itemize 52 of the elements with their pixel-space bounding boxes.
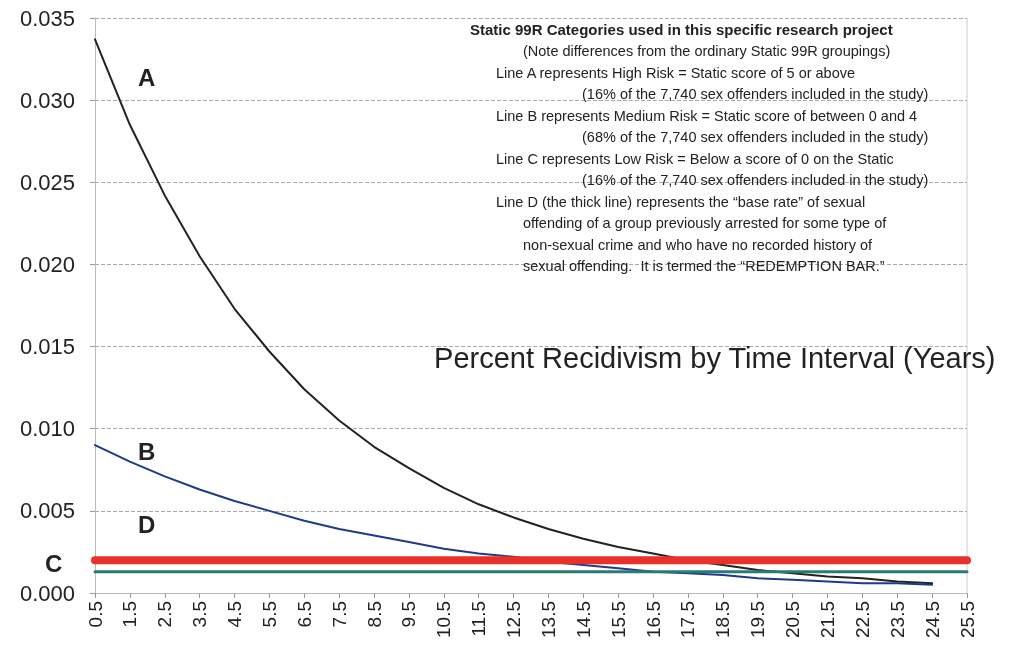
y-tick-label: 0.000 [19, 580, 75, 606]
x-tick-label: 14.5 [572, 601, 594, 638]
x-tick-label: 20.5 [782, 601, 804, 638]
x-tick-label: 22.5 [851, 601, 873, 638]
y-tick-label: 0.025 [19, 169, 75, 195]
x-tick-label: 6.5 [293, 601, 315, 628]
x-tick-label: 3.5 [189, 601, 211, 628]
x-tick-label: 19.5 [747, 601, 769, 638]
x-tick-label: 5.5 [258, 601, 280, 628]
y-tick-label: 0.020 [19, 251, 75, 277]
x-tick-label: 16.5 [642, 601, 664, 638]
y-tick-label: 0.030 [19, 87, 75, 113]
y-tick-label: 0.005 [19, 498, 75, 524]
x-tick-label: 0.5 [84, 601, 106, 628]
x-tick-label: 4.5 [224, 601, 246, 628]
annotation: non-sexual crime and who have no recorded history of [523, 236, 873, 253]
series-label: D [137, 510, 156, 538]
annotation: Line A represents High Risk = Static score of 5 or above [496, 64, 856, 81]
x-tick-label: 1.5 [119, 601, 141, 628]
annotation: Line D (the thick line) represents the “base rate” of sexual [496, 193, 866, 210]
annotation: (16% of the 7,740 sex offenders included in the study) [582, 172, 929, 188]
x-tick-label: 2.5 [154, 601, 176, 628]
y-tick-label: 0.015 [19, 334, 75, 360]
x-tick-label: 15.5 [607, 601, 629, 638]
x-tick-label: 9.5 [398, 601, 420, 628]
series-label: B [137, 438, 156, 466]
x-tick-label: 11.5 [468, 601, 490, 637]
series-label: A [137, 63, 156, 91]
annotation: (Note differences from the ordinary Static 99R groupings) [523, 43, 891, 59]
x-tick-label: 13.5 [537, 601, 559, 638]
x-tick-label: 25.5 [956, 601, 978, 638]
x-tick-label: 17.5 [677, 601, 699, 638]
x-tick-label: 7.5 [328, 601, 350, 628]
annotation: Line B represents Medium Risk = Static score of between 0 and 4 [496, 107, 918, 124]
series-label: C [45, 549, 63, 577]
line-series [94, 444, 934, 586]
text: Percent Recidivism by Time Interval (Years) [434, 341, 996, 374]
annotation: offending of a group previously arrested for some type of [523, 215, 888, 231]
y-tick-label: 0.010 [19, 416, 75, 442]
annotation: sexual offending. It is termed the “REDEMPTION BAR.” [523, 258, 885, 274]
x-tick-label: 10.5 [433, 601, 455, 638]
annotation: (16% of the 7,740 sex offenders included in the study) [582, 86, 929, 102]
x-tick-label: 18.5 [712, 601, 734, 638]
x-tick-label: 12.5 [503, 601, 525, 638]
x-tick-label: 24.5 [921, 601, 943, 638]
x-tick-label: 23.5 [886, 601, 908, 638]
annotation: (68% of the 7,740 sex offenders included in the study) [582, 129, 929, 145]
y-tick-label: 0.035 [19, 5, 75, 31]
annotation: Static 99R Categories used in this specific research project [470, 21, 893, 38]
x-tick-label: 21.5 [816, 601, 838, 638]
x-tick-label: 8.5 [363, 601, 385, 628]
annotation: Line C represents Low Risk = Below a score of 0 on the Static [496, 150, 894, 167]
